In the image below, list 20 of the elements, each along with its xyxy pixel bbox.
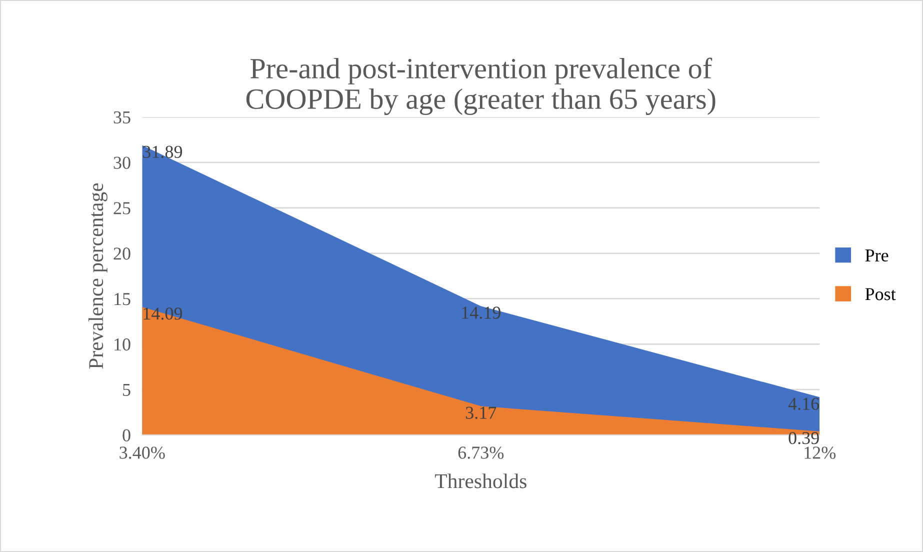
data-label: 4.16 [788, 398, 820, 410]
x-axis-title: Thresholds [434, 474, 526, 488]
y-tick-label: 20 [114, 248, 130, 260]
y-tick-label: 30 [114, 156, 130, 169]
y-tick-label: 10 [114, 338, 130, 351]
chart-title: Pre-and post-intervention prevalence of COOPDE by age (greater than 65 years) [246, 58, 716, 115]
data-label: 3.17 [466, 406, 496, 419]
y-tick-label: 15 [114, 293, 130, 306]
x-tick-label: 6.73% [458, 446, 504, 459]
legend-label: Post [865, 288, 896, 300]
data-label: 14.19 [462, 306, 500, 319]
legend-label: Pre [865, 250, 888, 262]
y-tick-label: 5 [123, 384, 130, 396]
y-axis-title: Prevalence percentage [88, 183, 108, 369]
y-tick-label: 35 [114, 111, 130, 124]
x-tick-label: 12% [804, 446, 836, 459]
data-label: 0.39 [788, 432, 819, 444]
y-tick-label: 0 [122, 429, 130, 442]
x-tick-label: 3.40% [120, 446, 165, 459]
y-tick-label: 25 [114, 202, 130, 214]
